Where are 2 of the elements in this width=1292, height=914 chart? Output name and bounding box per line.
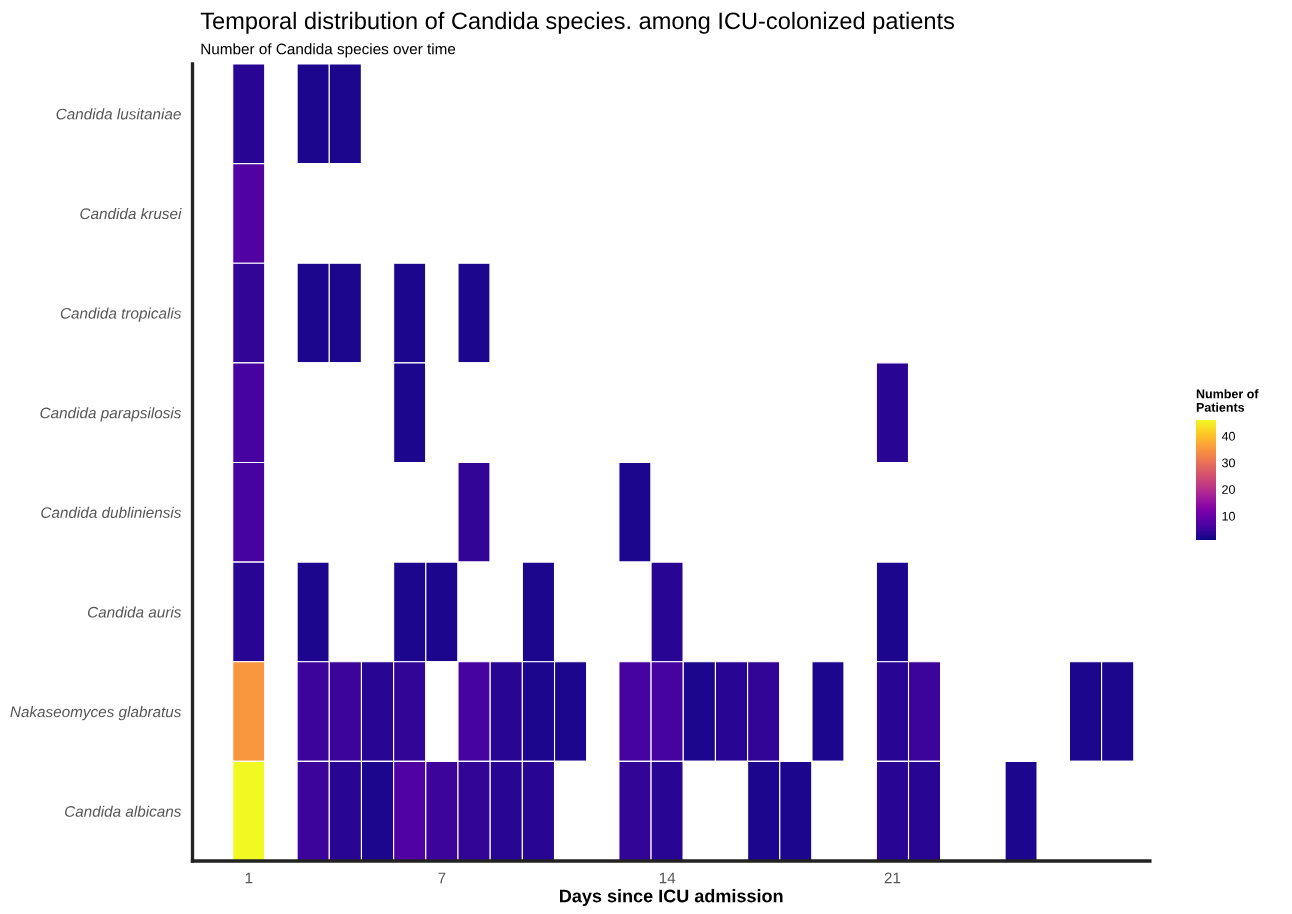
chart-title: Temporal distribution of Candida species. among ICU-colonized patients: [200, 11, 955, 34]
x-axis-title: Days since ICU admission: [560, 889, 783, 906]
